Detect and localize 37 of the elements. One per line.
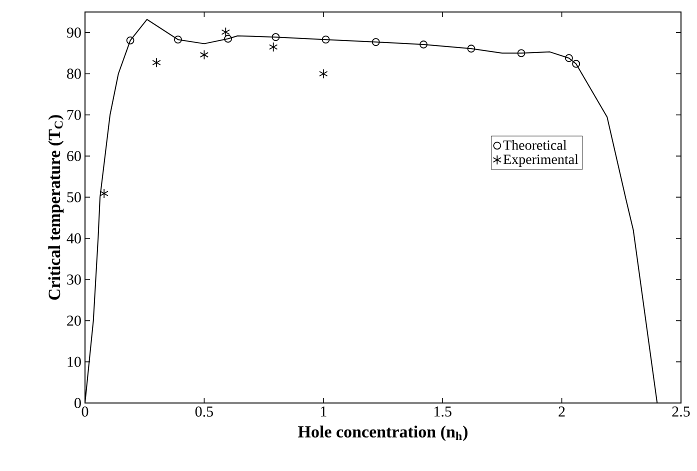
point	[221, 27, 230, 38]
point	[200, 50, 209, 60]
x-tick-label: 1.5	[434, 406, 452, 417]
y-tick-label: 10	[68, 356, 81, 367]
y-tick-label: 70	[67, 110, 81, 120]
point	[572, 60, 580, 68]
point	[100, 188, 108, 198]
y-tick-label: 30	[67, 274, 81, 285]
y-tick-label: 40	[66, 233, 81, 244]
point	[319, 68, 328, 79]
y-tick-label: 50	[67, 192, 81, 202]
y-tick-label: 80	[67, 68, 81, 79]
y-tick-label: 20	[67, 316, 81, 326]
point	[272, 33, 280, 42]
point	[467, 44, 476, 53]
x-tick-label: 0.5	[195, 406, 213, 417]
y-tick-label: 60	[67, 150, 81, 162]
point	[372, 38, 380, 46]
y-axis-title: Critical temperature (T$_{C}$)	[48, 115, 64, 300]
point	[152, 58, 161, 68]
x-axis-title: Hole concentration (n$_{h}$)	[298, 426, 468, 441]
point	[564, 54, 573, 62]
y-tick-label: 90	[66, 28, 81, 38]
point	[322, 36, 330, 44]
point	[268, 42, 278, 52]
x-tick-label: 2.5	[672, 406, 690, 417]
x-tick-label: 2	[558, 406, 565, 416]
point	[420, 40, 428, 48]
point	[517, 49, 526, 58]
legend-label: Experimental	[503, 154, 578, 167]
point	[126, 36, 134, 44]
x-tick-label: 1	[320, 406, 326, 416]
point	[174, 36, 182, 44]
point	[224, 34, 232, 43]
y-tick-label: 0	[74, 398, 81, 408]
legend-label: Theoretical	[503, 140, 567, 150]
x-tick-label: 0	[82, 406, 88, 417]
